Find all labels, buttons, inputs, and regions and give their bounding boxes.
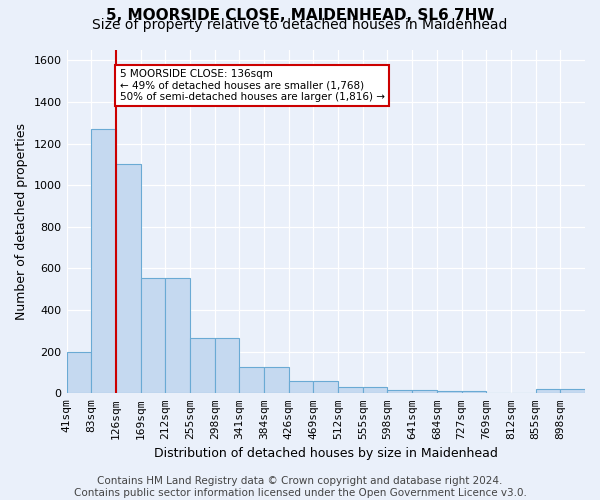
Y-axis label: Number of detached properties: Number of detached properties — [15, 123, 28, 320]
Bar — [165, 278, 190, 394]
X-axis label: Distribution of detached houses by size in Maidenhead: Distribution of detached houses by size … — [154, 447, 498, 460]
Bar — [239, 368, 264, 394]
Bar — [560, 388, 585, 394]
Text: 5 MOORSIDE CLOSE: 136sqm
← 49% of detached houses are smaller (1,768)
50% of sem: 5 MOORSIDE CLOSE: 136sqm ← 49% of detach… — [119, 68, 385, 102]
Text: 5, MOORSIDE CLOSE, MAIDENHEAD, SL6 7HW: 5, MOORSIDE CLOSE, MAIDENHEAD, SL6 7HW — [106, 8, 494, 22]
Bar — [215, 338, 239, 394]
Bar — [67, 352, 91, 394]
Bar — [264, 368, 289, 394]
Bar — [190, 338, 215, 394]
Bar — [289, 381, 313, 394]
Bar — [116, 164, 140, 394]
Bar — [437, 391, 461, 394]
Bar — [338, 387, 363, 394]
Bar — [536, 388, 560, 394]
Bar — [363, 387, 388, 394]
Bar — [461, 391, 486, 394]
Bar — [313, 381, 338, 394]
Bar — [388, 390, 412, 394]
Text: Size of property relative to detached houses in Maidenhead: Size of property relative to detached ho… — [92, 18, 508, 32]
Bar — [91, 129, 116, 394]
Text: Contains HM Land Registry data © Crown copyright and database right 2024.
Contai: Contains HM Land Registry data © Crown c… — [74, 476, 526, 498]
Bar — [412, 390, 437, 394]
Bar — [140, 278, 165, 394]
